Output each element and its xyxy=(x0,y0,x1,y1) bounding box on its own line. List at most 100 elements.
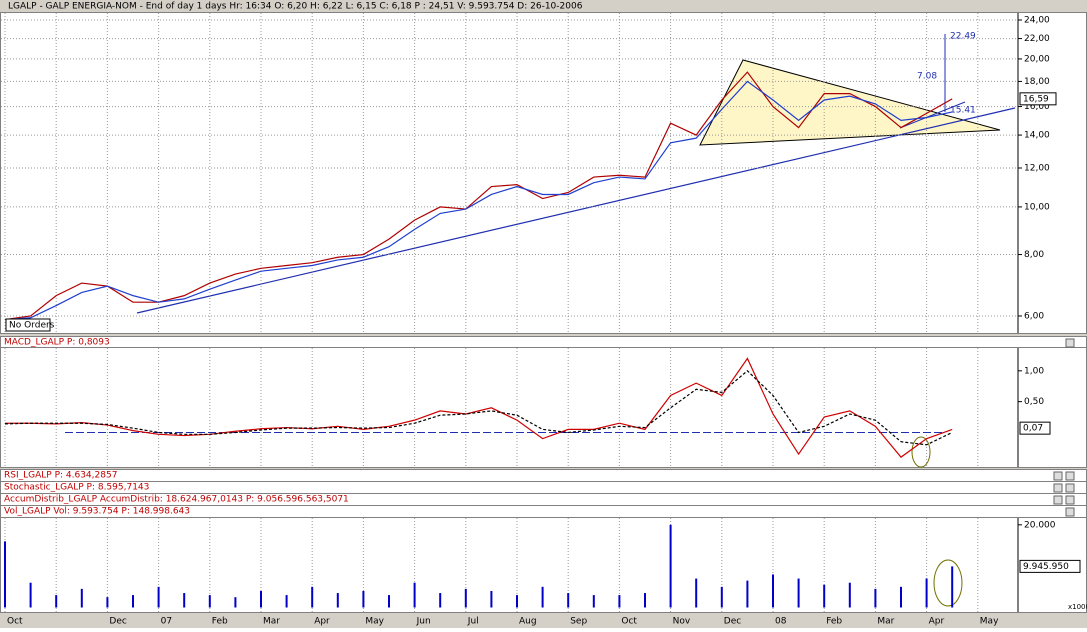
pane-title: Vol_LGALP Vol: 9.593.754 P: 148.998.643 xyxy=(4,507,190,517)
price-axis xyxy=(1018,12,1087,334)
annotation: 15.41 xyxy=(950,106,976,116)
trend-line xyxy=(136,107,1016,314)
volume-bar xyxy=(567,593,570,608)
volume-bar xyxy=(772,574,774,608)
volume-bar xyxy=(336,593,339,608)
y-tick-label: 14,00 xyxy=(1024,131,1050,141)
last-value-label: 0,07 xyxy=(1023,424,1043,434)
x-tick-label: 08 xyxy=(775,617,787,627)
annotation: No Orders xyxy=(9,321,55,331)
x-tick-label: Apr xyxy=(314,617,330,627)
status-box xyxy=(5,318,51,332)
volume-bar xyxy=(541,586,544,608)
trend-line xyxy=(899,101,966,129)
x-tick-label: 07 xyxy=(161,617,172,627)
button[interactable] xyxy=(1053,495,1063,505)
volume-bar xyxy=(490,590,493,608)
volume-bar xyxy=(618,595,621,608)
volume-bar xyxy=(29,582,32,608)
y-tick-label: 20,00 xyxy=(1024,54,1050,64)
volume-bar xyxy=(695,578,698,608)
volume-bar xyxy=(900,586,902,608)
highlight xyxy=(911,436,931,468)
highlight xyxy=(933,559,963,607)
button[interactable] xyxy=(1065,483,1075,493)
button[interactable] xyxy=(1053,483,1063,493)
x-tick-label: Sep xyxy=(570,617,587,627)
volume-bar xyxy=(516,595,518,608)
volume-bar xyxy=(746,580,749,608)
volume-bar xyxy=(4,541,6,608)
y-tick-label: 18,00 xyxy=(1024,77,1050,87)
volume-bar xyxy=(874,588,877,608)
volume-pane xyxy=(0,517,1018,613)
y-tick-label: 10,00 xyxy=(1024,202,1050,212)
x-tick-label: Feb xyxy=(212,617,228,627)
volume-bar xyxy=(260,590,262,608)
y-tick-label: 20.000 xyxy=(1024,520,1056,530)
volume-bar xyxy=(413,582,416,608)
series-line xyxy=(5,357,953,458)
pane-title: RSI_LGALP P: 4.634,2857 xyxy=(4,471,117,481)
pane-header xyxy=(0,336,1087,348)
x-tick-label: Jun xyxy=(416,617,431,627)
button[interactable] xyxy=(1065,507,1075,517)
y-tick-label: 8,00 xyxy=(1024,250,1044,260)
y-tick-label: 1,00 xyxy=(1024,366,1044,376)
pane-title: Stochastic_LGALP P: 8.595,7143 xyxy=(4,483,149,493)
volume-bar xyxy=(80,588,83,608)
y-tick-label: 6,00 xyxy=(1024,311,1044,321)
volume-bar xyxy=(823,584,826,608)
series-line xyxy=(4,370,953,446)
button[interactable] xyxy=(1065,495,1075,505)
annotation: 22.49 xyxy=(950,32,976,42)
button[interactable] xyxy=(1053,471,1063,481)
button[interactable] xyxy=(1065,338,1075,348)
volume-bar xyxy=(183,593,186,608)
last-value-box xyxy=(1019,92,1057,106)
x-tick-label: Oct xyxy=(621,617,637,627)
button[interactable] xyxy=(1065,471,1075,481)
annotation: 7.08 xyxy=(917,72,937,82)
x-tick-label: May xyxy=(365,617,384,627)
volume-bar xyxy=(234,597,237,608)
volume-bar xyxy=(388,595,390,608)
x-tick-label: Mar xyxy=(263,617,280,627)
chart-title: LGALP - GALP ENERGIA-NOM - End of day 1 … xyxy=(8,2,583,12)
volume-bar xyxy=(132,595,134,608)
volume-bar xyxy=(797,578,800,608)
price-pane xyxy=(0,12,1018,334)
volume-bar xyxy=(644,593,646,608)
pane-title: MACD_LGALP P: 0,8093 xyxy=(4,338,110,348)
volume-bar xyxy=(439,593,442,608)
pane-header xyxy=(0,469,1087,482)
y-tick-label: 22,00 xyxy=(1024,34,1050,44)
volume-bar xyxy=(285,595,288,608)
x-tick-label: Dec xyxy=(724,617,741,627)
last-value-label: 9.945.950 xyxy=(1023,562,1069,572)
volume-bar xyxy=(311,586,314,608)
volume-bar xyxy=(106,597,109,608)
x-tick-label: May xyxy=(980,617,999,627)
pane-header xyxy=(0,481,1087,494)
volume-bar xyxy=(848,582,851,608)
y-tick-label: 12,00 xyxy=(1024,163,1050,173)
volume-bar xyxy=(208,595,211,608)
y-tick-label: 16,00 xyxy=(1024,102,1050,112)
volume-bar xyxy=(464,588,467,608)
last-value-label: 16,59 xyxy=(1023,94,1049,104)
series-line xyxy=(4,80,953,321)
x-tick-label: Mar xyxy=(877,617,894,627)
pane-buttons[interactable] xyxy=(1053,338,1075,517)
x-tick-label: Nov xyxy=(673,617,691,627)
pane-title: AccumDistrib_LGALP AccumDistrib: 18.624.… xyxy=(4,495,349,505)
x-tick-label: Aug xyxy=(519,617,537,627)
x-tick-label: Dec xyxy=(109,617,126,627)
volume-bar xyxy=(951,566,954,608)
x-tick-label: Apr xyxy=(929,617,945,627)
volume-bar xyxy=(55,595,58,608)
volume-bar xyxy=(925,578,928,608)
y-tick-label: 24,00 xyxy=(1024,16,1050,26)
last-value-box xyxy=(1019,559,1081,573)
volume-bar xyxy=(362,590,365,608)
